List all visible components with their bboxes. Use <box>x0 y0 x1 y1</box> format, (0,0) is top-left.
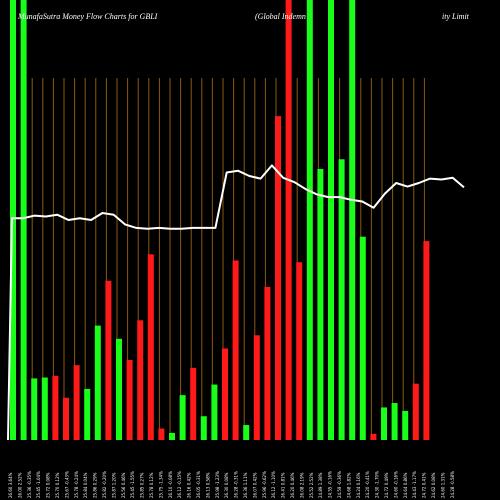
x-tick-label: 26.12 -1.10% <box>271 471 276 498</box>
x-tick-label: 25.75 -1.34% <box>158 471 163 498</box>
bar-7 <box>73 365 80 440</box>
x-tick-label: 25.82 -0.20% <box>102 471 107 498</box>
x-tick-label: 26.07 0.42% <box>252 472 257 498</box>
bar-38 <box>402 410 409 440</box>
x-tick-label: 25.85 0.27% <box>140 472 145 498</box>
bar-17 <box>179 395 186 440</box>
bar-4 <box>41 377 48 440</box>
x-tick-label: 24.30 -1.70% <box>375 471 380 498</box>
bar-5 <box>52 375 59 440</box>
x-tick-label: 24.59 -0.36% <box>337 471 342 498</box>
bar-25 <box>264 286 271 440</box>
x-tick-label: 24.68 1.82% <box>346 472 351 498</box>
x-tick-label: 26.08 2.19% <box>299 472 304 498</box>
x-tick-label: 24.72 0.41% <box>422 472 427 498</box>
bar-9 <box>94 325 101 440</box>
x-tick-label: 25.87 1.20% <box>111 472 116 498</box>
x-tick-label: 25.56 0.46% <box>121 472 126 498</box>
chart-subtitle: (Global Indemn <box>255 12 306 21</box>
bar-6 <box>63 397 69 440</box>
x-tick-label: 26.16 0.42% <box>187 472 192 498</box>
chart-subtitle-tail: ity Limit <box>442 12 470 21</box>
bar-32 <box>338 159 345 440</box>
x-tick-label: 24.43 -1.17% <box>412 471 417 498</box>
x-tick-label: 26.05 -0.31% <box>196 471 201 498</box>
bar-10 <box>105 280 112 440</box>
x-tick-label: 24.89 1.38% <box>318 472 323 498</box>
bar-14 <box>147 254 154 440</box>
x-tick-label: 25.78 0.12% <box>149 472 154 498</box>
x-tick-label: 26.13 0.58% <box>205 472 210 498</box>
bar-37 <box>391 403 398 440</box>
bar-12 <box>126 359 133 440</box>
x-tick-label: 24.60 1.31% <box>440 472 445 498</box>
x-tick-label: 25.45 -1.04% <box>36 471 41 498</box>
x-tick-label: 24.28 -0.58% <box>450 471 455 498</box>
x-tick-label: 25.70 0.12% <box>55 472 60 498</box>
x-tick-label: 26.41 0.81% <box>281 472 286 498</box>
bar-27 <box>285 0 292 440</box>
x-tick-label: 26.12 -0.15% <box>177 471 182 498</box>
x-tick-label: 25.45 -1.55% <box>130 471 135 498</box>
bar-series <box>10 0 430 440</box>
x-tick-label: 25.52 2.52% <box>309 472 314 498</box>
bar-22 <box>232 260 239 440</box>
x-tick-label: 26.28 -0.31% <box>234 471 239 498</box>
x-tick-label: 25.84 0.04% <box>83 472 88 498</box>
x-tick-label: 24.20 -0.41% <box>365 471 370 498</box>
bar-1 <box>10 0 16 440</box>
chart-title: MunafaSutra Money Flow Charts for GBLI <box>17 12 158 21</box>
bar-28 <box>296 262 303 440</box>
bar-13 <box>137 320 144 440</box>
x-tick-label: 25.67 -0.43% <box>64 471 69 498</box>
x-tick-label: 26.20 0.46% <box>290 472 295 498</box>
x-tick-label: 25.78 -0.24% <box>74 471 79 498</box>
x-tick-label: 25.86 0.29% <box>93 472 98 498</box>
bar-23 <box>243 425 250 440</box>
bar-31 <box>328 0 334 440</box>
x-tick-label: 24.62 0.08% <box>431 472 436 498</box>
x-tick-label: 26.30 0.08% <box>224 472 229 498</box>
x-tick-label: 25.96 -0.62% <box>262 471 267 498</box>
x-tick-label: 24.55 -0.16% <box>328 471 333 498</box>
bar-33 <box>349 0 356 440</box>
bar-39 <box>412 383 419 440</box>
x-tick-label: 26.36 1.11% <box>243 472 248 498</box>
bar-8 <box>84 388 91 440</box>
bar-34 <box>359 236 366 440</box>
x-tick-label: 25.98 -1.23% <box>215 471 220 498</box>
bar-29 <box>306 0 313 440</box>
x-tick-label: 24.72 0.49% <box>384 472 389 498</box>
bar-2 <box>20 0 27 440</box>
bar-21 <box>222 348 228 440</box>
x-tick-label: 24.24 0.16% <box>356 472 361 498</box>
x-tick-label: 26.00 2.52% <box>17 472 22 498</box>
bar-11 <box>116 338 122 440</box>
bar-3 <box>31 378 38 440</box>
x-tick-label: 24.64 0.86% <box>403 472 408 498</box>
x-axis-ticks: 26.60 3.64% 26.00 2.52% 25.36 -0.35% 25.45 … <box>8 471 455 498</box>
bar-15 <box>158 428 165 440</box>
bar-26 <box>275 116 281 440</box>
bar-36 <box>381 407 387 440</box>
bar-19 <box>200 416 207 440</box>
x-tick-label: 25.36 -0.35% <box>27 471 32 498</box>
x-tick-label: 24.60 -0.16% <box>393 471 398 498</box>
bar-30 <box>317 168 324 440</box>
x-tick-label: 26.10 -0.08% <box>168 471 173 498</box>
bar-20 <box>211 384 218 440</box>
bar-24 <box>253 335 260 440</box>
bar-35 <box>370 433 377 440</box>
money-flow-line <box>7 164 465 441</box>
bar-16 <box>169 432 175 440</box>
bar-40 <box>423 241 430 440</box>
bar-18 <box>190 367 197 440</box>
x-tick-label: 26.60 3.64% <box>8 472 13 498</box>
x-tick-label: 25.72 0.08% <box>46 472 51 498</box>
